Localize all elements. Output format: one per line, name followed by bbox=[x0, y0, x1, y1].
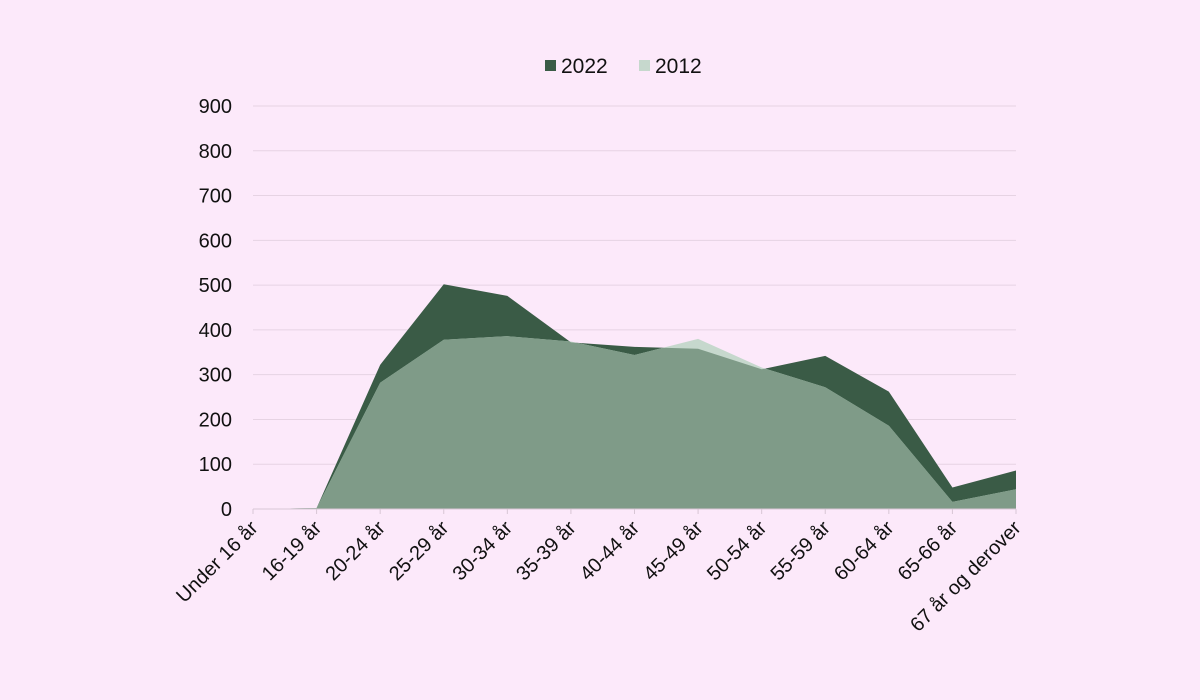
y-tick-label-600: 600 bbox=[199, 230, 232, 252]
x-tick-label-6: 40-44 år bbox=[576, 517, 644, 585]
legend-swatch-2022 bbox=[545, 60, 556, 71]
y-tick-label-900: 900 bbox=[199, 96, 232, 118]
plot-areas bbox=[253, 284, 1016, 509]
x-tick-label-10: 60-64 år bbox=[830, 517, 898, 585]
area-overlap bbox=[253, 336, 1016, 509]
y-tick-label-300: 300 bbox=[199, 365, 232, 387]
x-tick-label-1: 16-19 år bbox=[258, 517, 326, 585]
x-tick-label-9: 55-59 år bbox=[767, 517, 835, 585]
legend: 2022 2012 bbox=[545, 55, 702, 78]
x-tick-label-8: 50-54 år bbox=[703, 517, 771, 585]
axes bbox=[252, 508, 1017, 514]
y-tick-label-400: 400 bbox=[199, 320, 232, 342]
x-tick-label-3: 25-29 år bbox=[385, 517, 453, 585]
y-tick-label-0: 0 bbox=[221, 499, 232, 521]
legend-swatch-2012 bbox=[639, 60, 650, 71]
x-tick-label-7: 45-49 år bbox=[639, 517, 707, 585]
y-tick-label-500: 500 bbox=[199, 275, 232, 297]
y-tick-label-100: 100 bbox=[199, 454, 232, 476]
x-tick-label-2: 20-24 år bbox=[321, 517, 389, 585]
x-tick-label-5: 35-39 år bbox=[512, 517, 580, 585]
y-axis-ticks: 0 100 200 300 400 500 600 700 800 900 bbox=[199, 96, 232, 521]
y-tick-label-800: 800 bbox=[199, 141, 232, 163]
legend-label-2022: 2022 bbox=[561, 55, 608, 78]
legend-label-2012: 2012 bbox=[655, 55, 702, 78]
y-tick-label-200: 200 bbox=[199, 409, 232, 431]
x-tick-label-4: 30-34 år bbox=[449, 517, 517, 585]
x-tick-label-12: 67 år og derover bbox=[906, 517, 1026, 637]
x-tick-label-0: Under 16 år bbox=[172, 517, 262, 607]
y-tick-label-700: 700 bbox=[199, 186, 232, 208]
